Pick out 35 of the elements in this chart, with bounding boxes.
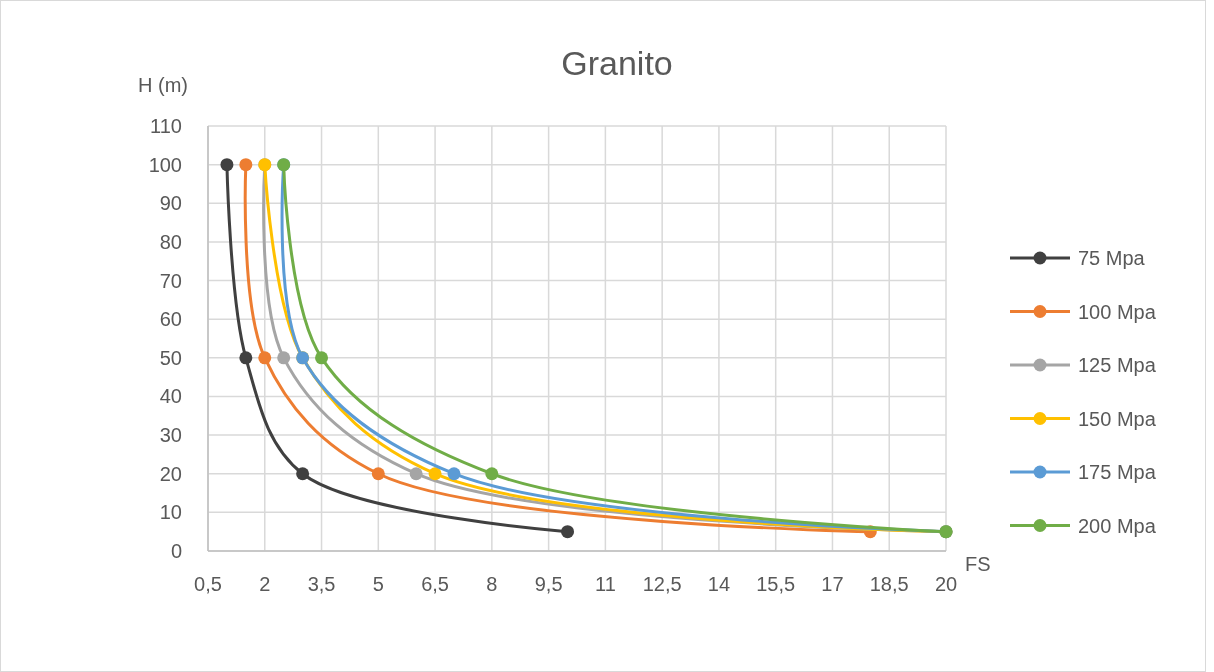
y-tick-label: 0 — [170, 540, 182, 562]
x-tick-label: 9,5 — [534, 573, 563, 595]
y-tick-label: 110 — [150, 115, 182, 137]
legend-label: 100 Mpa — [1078, 300, 1157, 323]
legend-label: 125 Mpa — [1078, 354, 1157, 376]
y-tick-label: 20 — [159, 462, 182, 485]
y-tick-label: 50 — [159, 346, 182, 369]
x-tick-label: 11 — [595, 573, 616, 595]
chart-title: Granito — [561, 44, 673, 82]
legend-label: 75 Mpa — [1078, 247, 1146, 269]
x-tick-label: 5 — [372, 573, 384, 595]
x-axis-title: FS — [965, 553, 991, 575]
y-tick-label: 100 — [148, 153, 182, 176]
x-tick-label: 17 — [821, 573, 844, 595]
legend-label: 200 Mpa — [1078, 514, 1157, 537]
x-tick-label: 20 — [934, 573, 958, 595]
y-tick-label: 60 — [159, 308, 182, 331]
x-tick-label: 0,5 — [194, 573, 222, 595]
x-tick-label: 12,5 — [642, 573, 682, 595]
x-tick-label: 3,5 — [307, 573, 336, 595]
y-axis-title: H (m) — [138, 74, 188, 96]
x-tick-label: 18,5 — [869, 573, 909, 595]
y-tick-label: 10 — [159, 501, 182, 524]
y-tick-label: 30 — [159, 424, 182, 447]
x-tick-label: 2 — [259, 573, 271, 595]
legend-label: 175 Mpa — [1078, 461, 1157, 483]
x-tick-label: 14 — [707, 573, 731, 595]
y-tick-label: 80 — [159, 230, 182, 253]
y-tick-label: 70 — [159, 269, 182, 292]
legend-label: 150 Mpa — [1078, 407, 1157, 430]
y-tick-label: 90 — [159, 192, 182, 215]
x-tick-label: 6,5 — [421, 573, 449, 595]
x-tick-label: 15,5 — [756, 573, 796, 595]
x-tick-label: 8 — [486, 573, 498, 595]
y-tick-label: 40 — [159, 385, 182, 408]
